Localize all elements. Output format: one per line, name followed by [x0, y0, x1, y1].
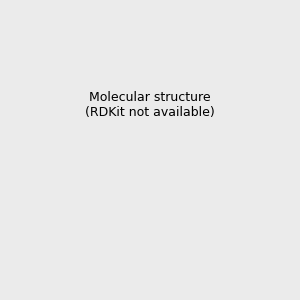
Text: Molecular structure
(RDKit not available): Molecular structure (RDKit not available… [85, 91, 215, 119]
